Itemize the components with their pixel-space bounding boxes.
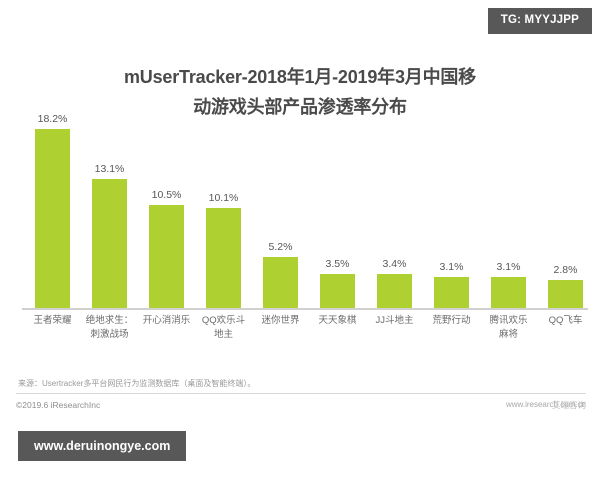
bar-group: 18.2% xyxy=(24,113,81,308)
page-title-line-2: 动游戏头部产品渗透率分布 xyxy=(193,97,407,117)
category-label-line: 腾讯欢乐 xyxy=(489,315,528,326)
category-label-line: 天天象棋 xyxy=(318,315,357,326)
bar-group: 3.4% xyxy=(366,132,423,308)
page-title-line-1: mUserTracker-2018年1月-2019年3月中国移 xyxy=(124,67,476,87)
category-label: QQ欢乐斗地主 xyxy=(193,314,255,342)
bar-value-label: 2.8% xyxy=(553,264,578,276)
category-label: JJ斗地主 xyxy=(364,314,426,328)
category-label: 王者荣耀 xyxy=(22,314,84,328)
category-label: 开心消消乐 xyxy=(136,314,198,328)
bar-value-label: 3.4% xyxy=(382,258,407,270)
bar-chart-plot: 18.2% 13.1% 10.5% 10.1% 5.2% 3.5% 3.4% 3.1% 3.1%… xyxy=(0,113,600,310)
bar-value-label: 5.2% xyxy=(268,241,293,253)
bar-group: 3.1% xyxy=(480,132,537,308)
x-axis-line xyxy=(22,308,588,310)
bar-value-label: 13.1% xyxy=(94,163,125,175)
category-label: 荒野行动 xyxy=(421,314,483,328)
bar-group: 10.1% xyxy=(195,132,252,308)
bar xyxy=(263,257,298,308)
bar-value-label: 10.1% xyxy=(208,192,239,204)
copyright-note: ©2019.6 iResearchInc xyxy=(16,400,101,410)
iresearch-stamp: 艾瑞咨询 xyxy=(551,400,586,410)
bar-group: 2.8% xyxy=(537,132,594,308)
category-label: 腾讯欢乐 麻将 xyxy=(478,314,540,342)
category-label-line: 地主 xyxy=(213,329,233,340)
bar xyxy=(35,129,70,308)
category-label: 绝地求生： 刺激战场 xyxy=(79,314,141,342)
bar xyxy=(434,277,469,308)
bar xyxy=(377,274,412,308)
bar xyxy=(548,280,583,308)
source-note: 来源：Usertracker多平台网民行为监测数据库（桌面及智能终端）。 xyxy=(18,379,256,388)
bar-group: 3.5% xyxy=(309,132,366,308)
bar-value-label: 10.5% xyxy=(151,189,182,201)
page-title: mUserTracker-2018年1月-2019年3月中国移 动游戏头部产品渗… xyxy=(0,62,600,122)
category-label-line: 迷你世界 xyxy=(261,315,300,326)
bar-group: 10.5% xyxy=(138,132,195,308)
category-label: 迷你世界 xyxy=(250,314,312,328)
bar xyxy=(92,179,127,308)
tg-badge: TG: MYYJJPP xyxy=(487,8,592,34)
bar xyxy=(320,274,355,308)
category-label-line: 麻将 xyxy=(498,329,518,340)
bar-group: 3.1% xyxy=(423,132,480,308)
category-label-line: 绝地求生： xyxy=(85,315,134,326)
bar-value-label: 3.1% xyxy=(439,261,464,273)
site-watermark: www.deruinongye.com xyxy=(18,430,187,461)
bar-value-label: 3.1% xyxy=(496,261,521,273)
category-label-line: JJ斗地主 xyxy=(375,315,414,326)
bar-value-label: 18.2% xyxy=(37,113,68,125)
bar-group: 5.2% xyxy=(252,132,309,308)
category-label-line: 刺激战场 xyxy=(90,329,129,340)
bar xyxy=(491,277,526,308)
category-label-line: 王者荣耀 xyxy=(33,315,72,326)
category-label-line: QQ飞车 xyxy=(548,315,583,326)
bar-value-label: 3.5% xyxy=(325,258,350,270)
bar xyxy=(149,205,184,308)
bar xyxy=(206,208,241,308)
category-label: 天天象棋 xyxy=(307,314,369,328)
bar-group: 13.1% xyxy=(81,132,138,308)
iresearch-website: www.iresearch.com.cn xyxy=(505,400,586,409)
category-label-line: QQ欢乐斗 xyxy=(201,315,246,326)
category-label-line: 开心消消乐 xyxy=(142,315,191,326)
footer-divider xyxy=(16,393,586,394)
category-label-line: 荒野行动 xyxy=(432,315,471,326)
category-label: QQ飞车 xyxy=(535,314,597,328)
x-axis-category-labels: 王者荣耀 绝地求生： 刺激战场 开心消消乐 QQ欢乐斗 地主 迷你世界 天天象棋 JJ斗地主 荒野… xyxy=(0,314,600,364)
